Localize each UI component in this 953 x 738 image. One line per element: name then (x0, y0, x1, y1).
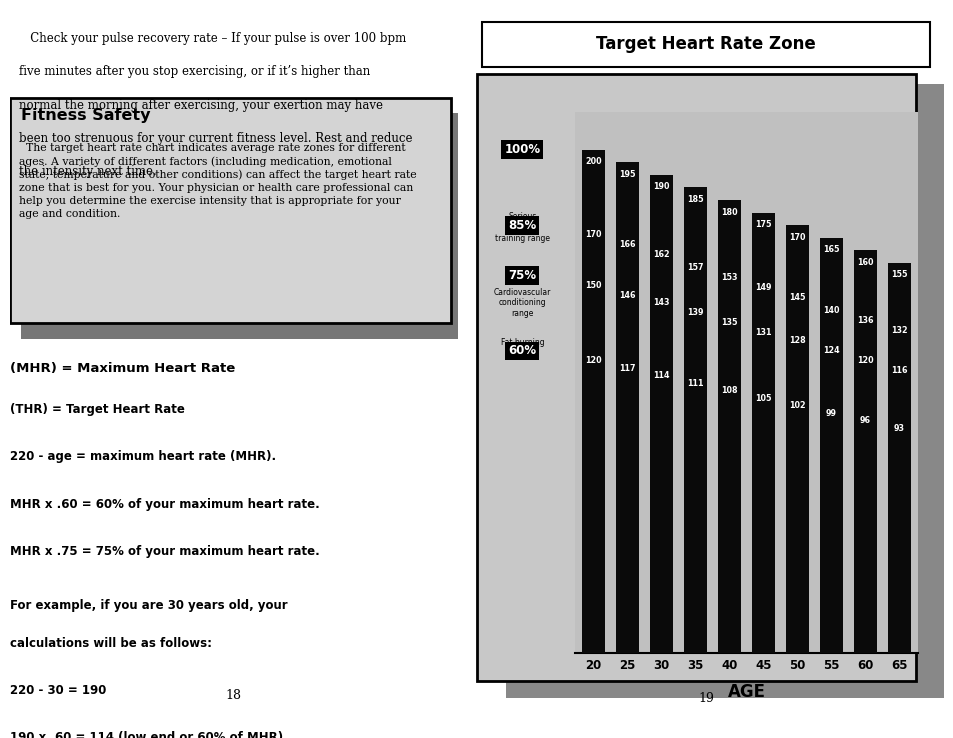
Text: For example, if you are 30 years old, your: For example, if you are 30 years old, yo… (10, 599, 287, 612)
Text: 190 x .60 = 114 (low end or 60% of MHR): 190 x .60 = 114 (low end or 60% of MHR) (10, 731, 282, 738)
Text: Fat burning
range: Fat burning range (500, 338, 543, 358)
Text: MHR x .75 = 75% of your maximum heart rate.: MHR x .75 = 75% of your maximum heart ra… (10, 545, 319, 558)
Text: 220 - age = maximum heart rate (MHR).: 220 - age = maximum heart rate (MHR). (10, 450, 275, 463)
Text: (MHR) = Maximum Heart Rate: (MHR) = Maximum Heart Rate (10, 362, 234, 375)
Text: 18: 18 (226, 689, 241, 702)
Text: 75%: 75% (508, 269, 536, 282)
Text: 100%: 100% (504, 143, 539, 156)
Text: five minutes after you stop exercising, or if it’s higher than: five minutes after you stop exercising, … (18, 66, 370, 78)
Text: Check your pulse recovery rate – If your pulse is over 100 bpm: Check your pulse recovery rate – If your… (18, 32, 405, 45)
Bar (10, 98, 451, 323)
Text: 220 - 30 = 190: 220 - 30 = 190 (10, 684, 106, 697)
Text: Cardiovascular
conditioning
range: Cardiovascular conditioning range (493, 288, 551, 318)
Text: normal the morning after exercising, your exertion may have: normal the morning after exercising, you… (18, 99, 382, 111)
Bar (481, 21, 929, 67)
Text: 19: 19 (698, 692, 713, 705)
Text: Serious
athletic
training range: Serious athletic training range (495, 212, 549, 243)
Text: been too strenuous for your current fitness level. Rest and reduce: been too strenuous for your current fitn… (18, 132, 412, 145)
Text: 85%: 85% (508, 218, 536, 232)
Text: Target Heart Rate Zone: Target Heart Rate Zone (596, 35, 815, 53)
Text: 60%: 60% (508, 345, 536, 357)
Text: calculations will be as follows:: calculations will be as follows: (10, 637, 212, 650)
Bar (21, 113, 469, 339)
Text: the intensity next time.: the intensity next time. (18, 165, 156, 179)
Text: Fitness Safety: Fitness Safety (21, 108, 150, 123)
Bar (505, 84, 948, 698)
Text: The target heart rate chart indicates average rate zones for different
ages. A v: The target heart rate chart indicates av… (18, 143, 416, 218)
Text: (THR) = Target Heart Rate: (THR) = Target Heart Rate (10, 403, 184, 416)
Text: MHR x .60 = 60% of your maximum heart rate.: MHR x .60 = 60% of your maximum heart ra… (10, 497, 319, 511)
Bar (476, 74, 915, 680)
